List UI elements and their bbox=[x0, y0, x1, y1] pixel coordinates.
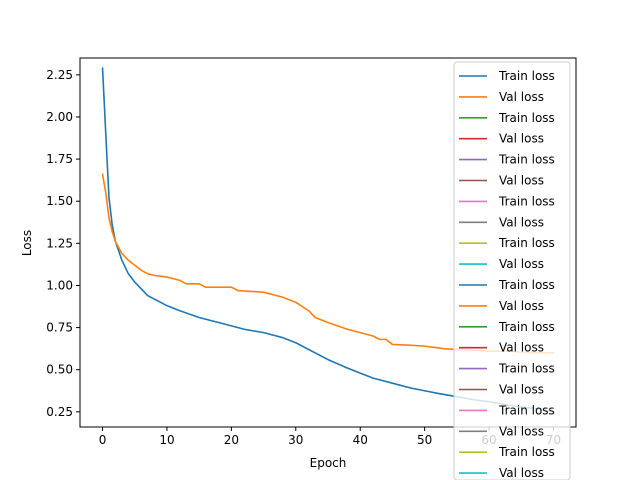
x-tick-label: 40 bbox=[353, 433, 368, 447]
legend-label: Val loss bbox=[499, 90, 544, 104]
legend-label: Train loss bbox=[498, 278, 555, 292]
legend-label: Val loss bbox=[499, 215, 544, 229]
legend-label: Train loss bbox=[498, 445, 555, 459]
x-tick-label: 20 bbox=[224, 433, 239, 447]
legend-label: Train loss bbox=[498, 111, 555, 125]
legend-label: Val loss bbox=[499, 257, 544, 271]
legend-label: Val loss bbox=[499, 174, 544, 188]
y-tick-label: 2.25 bbox=[46, 68, 73, 82]
legend-label: Train loss bbox=[498, 236, 555, 250]
plot-frame bbox=[79, 57, 577, 428]
x-tick-label: 50 bbox=[417, 433, 432, 447]
legend-label: Val loss bbox=[499, 299, 544, 313]
legend-label: Val loss bbox=[499, 466, 544, 480]
y-tick-label: 0.25 bbox=[46, 405, 73, 419]
x-tick-label: 0 bbox=[99, 433, 107, 447]
legend-label: Val loss bbox=[499, 383, 544, 397]
y-tick-label: 0.50 bbox=[46, 363, 73, 377]
legend-label: Train loss bbox=[498, 153, 555, 167]
x-axis-label: Epoch bbox=[310, 456, 347, 470]
y-tick-label: 1.75 bbox=[46, 152, 73, 166]
x-tick-label: 10 bbox=[159, 433, 174, 447]
x-tick-label: 30 bbox=[288, 433, 303, 447]
y-tick-label: 1.00 bbox=[46, 278, 73, 292]
legend-label: Train loss bbox=[498, 362, 555, 376]
legend-label: Train loss bbox=[498, 320, 555, 334]
y-axis-ticks: 0.25 0.50 0.75 1.00 1.25 1.50 1.75 2.00 2.25 bbox=[46, 68, 80, 419]
legend-label: Val loss bbox=[499, 424, 544, 438]
y-tick-label: 1.50 bbox=[46, 194, 73, 208]
series-line-val-loss bbox=[101, 173, 555, 354]
legend: Train loss Val loss Train loss Val loss Trai… bbox=[453, 61, 571, 480]
y-tick-label: 2.00 bbox=[46, 110, 73, 124]
legend-box bbox=[453, 61, 571, 480]
y-tick-label: 0.75 bbox=[46, 321, 73, 335]
legend-label: Val loss bbox=[499, 132, 544, 146]
legend-label: Val loss bbox=[499, 341, 544, 355]
legend-label: Train loss bbox=[498, 69, 555, 83]
y-axis-label: Loss bbox=[20, 230, 34, 256]
y-tick-label: 1.25 bbox=[46, 236, 73, 250]
legend-label: Train loss bbox=[498, 403, 555, 417]
legend-label: Train loss bbox=[498, 194, 555, 208]
